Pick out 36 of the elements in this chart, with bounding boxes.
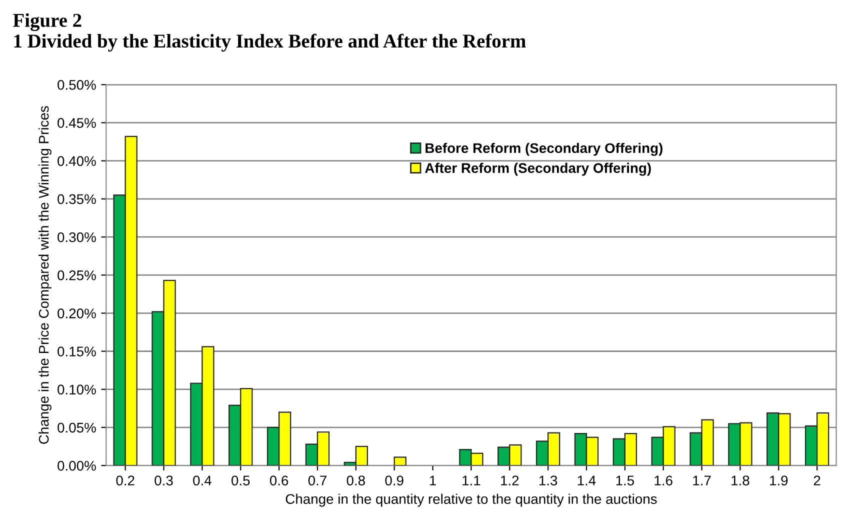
x-tick-label: 0.2 [116,476,134,486]
chart-title: Figure 2 1 Divided by the Elasticity Index Before and After the Reform [13,13,526,52]
x-tick-label: 0.6 [270,476,288,486]
x-tick-label: 0.9 [385,476,404,486]
x-tick-label: 1.5 [616,476,634,486]
y-tick-label: 0.00% [58,460,96,471]
legend-label: After Reform (Secondary Offering) [425,162,651,176]
y-tick-label: 0.05% [58,422,96,433]
y-tick-label: 0.15% [58,346,96,356]
y-tick-label: 0.40% [58,156,96,166]
x-tick-label: 1.2 [501,476,519,486]
bar [394,456,406,466]
x-tick-label: 0.7 [308,476,326,486]
y-tick-label: 0.20% [58,308,96,318]
x-tick-label: 0.8 [346,476,365,486]
y-tick-label: 0.35% [58,194,96,204]
x-tick-label: 1.1 [462,476,480,486]
x-tick-label: 1.3 [539,476,558,486]
x-tick-label: 0.3 [154,476,173,486]
y-axis-title: Change in the Price Compared with the Winning Prices [38,106,52,444]
x-tick-label: 1.7 [693,476,711,486]
x-tick-label: 1.9 [770,476,788,486]
y-tick-label: 0.45% [58,118,96,128]
x-tick-label: 1.6 [654,476,672,486]
x-tick-label: 1.8 [732,476,750,486]
x-tick-label: 0.4 [193,476,212,486]
y-tick-label: 0.25% [58,270,96,280]
x-tick-label: 1 [430,476,436,486]
y-tick-label: 0.30% [58,232,96,242]
x-tick-label: 2 [814,476,820,486]
x-tick-label: 0.5 [232,476,250,486]
x-tick-label: 1.4 [578,476,596,486]
x-axis-title: Change in the quantity relative to the quantity in the auctions [286,494,657,507]
y-tick-label: 0.10% [58,384,96,395]
y-tick-label: 0.50% [58,80,96,90]
legend-label: Before Reform (Secondary Offering) [426,142,662,156]
